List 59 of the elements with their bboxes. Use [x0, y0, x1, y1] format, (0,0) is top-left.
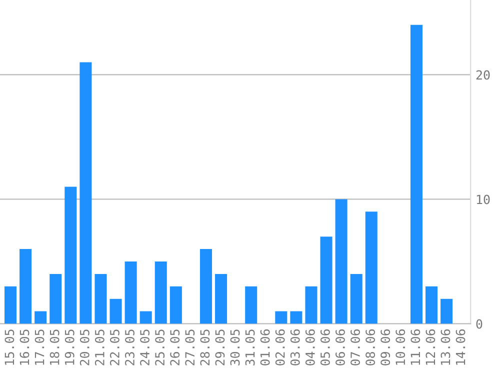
bar [350, 274, 362, 324]
bar [365, 212, 378, 324]
y-tick-label: 10 [476, 194, 490, 204]
x-tick-label: 01.06 [260, 329, 270, 366]
x-tick-label: 27.05 [185, 330, 195, 366]
bar [154, 261, 167, 324]
x-tick-label: 12.06 [426, 329, 436, 365]
x-tick-label: 28.05 [200, 330, 210, 366]
x-tick-label: 09.06 [380, 329, 390, 366]
x-tick-label: 25.05 [155, 330, 165, 366]
x-tick-label: 03.06 [290, 329, 300, 366]
x-tick-label: 15.05 [4, 330, 14, 365]
x-tick-label: 17.05 [34, 330, 44, 365]
bar [34, 311, 47, 324]
bar [94, 274, 107, 324]
x-tick-label: 24.05 [140, 330, 150, 366]
x-tick-label: 18.05 [50, 330, 60, 365]
x-tick-label: 14.06 [456, 329, 466, 365]
bar [275, 311, 288, 324]
bar [305, 286, 318, 324]
x-tick-label: 10.06 [396, 329, 406, 365]
bar [426, 286, 438, 324]
bar [124, 261, 137, 324]
bar [140, 311, 152, 324]
bar [440, 298, 453, 324]
x-tick-label: 06.06 [336, 329, 345, 366]
x-tick-label: 19.05 [64, 330, 74, 365]
x-tick-label: 13.06 [440, 329, 450, 365]
x-tick-label: 31.05 [245, 330, 255, 366]
x-tick-label: 23.05 [125, 330, 134, 366]
x-tick-label: 20.05 [80, 330, 90, 366]
bar [290, 311, 302, 324]
x-tick-label: 07.06 [350, 329, 360, 366]
bar [170, 286, 182, 324]
bar [4, 286, 17, 324]
y-tick-label: 0 [476, 319, 482, 329]
x-tick-label: 29.05 [215, 330, 225, 366]
bar [335, 199, 348, 324]
bar [110, 298, 122, 324]
bar [200, 249, 212, 324]
x-tick-label: 08.06 [366, 329, 376, 366]
x-tick-label: 30.05 [230, 330, 240, 366]
bar [245, 286, 258, 324]
x-tick-label: 16.05 [20, 330, 30, 365]
bar [50, 274, 62, 324]
x-tick-label: 05.06 [320, 329, 330, 366]
x-tick-label: 26.05 [170, 330, 180, 366]
x-tick-label: 21.05 [94, 330, 104, 366]
bar [64, 186, 77, 324]
bar [320, 236, 332, 324]
bar [20, 249, 32, 324]
bar [80, 62, 92, 324]
x-tick-label: 22.05 [110, 330, 120, 366]
x-tick-label: 11.06 [410, 329, 420, 365]
x-tick-label: 04.06 [305, 329, 315, 366]
y-tick-label: 20 [476, 70, 490, 80]
bar [215, 274, 228, 324]
bar [410, 24, 422, 324]
x-tick-label: 02.06 [275, 329, 285, 366]
